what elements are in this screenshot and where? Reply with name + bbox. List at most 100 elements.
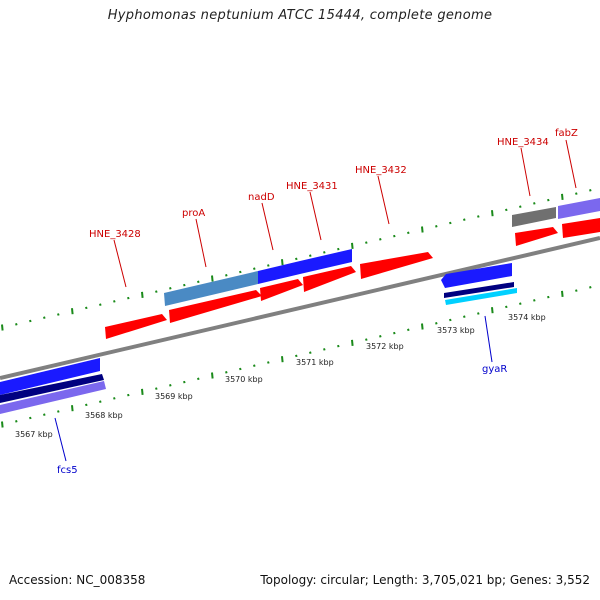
tick-mark xyxy=(323,251,326,254)
tick-mark xyxy=(281,356,284,363)
gene-bar-proa xyxy=(164,271,258,306)
tick-mark xyxy=(421,226,424,233)
accession-text: Accession: NC_008358 xyxy=(9,573,146,587)
gene-label-hne3431: HNE_3431 xyxy=(286,181,338,192)
tick-mark xyxy=(575,192,578,195)
tick-mark xyxy=(99,400,102,403)
reverse-features xyxy=(0,263,517,414)
gene-arrow-hne3434 xyxy=(515,227,558,246)
gene-bar-fabz xyxy=(558,198,600,219)
tick-mark xyxy=(155,387,158,390)
tick-mark xyxy=(253,267,256,270)
tick-mark xyxy=(281,259,284,266)
tick-mark xyxy=(463,315,466,318)
kbp-label: 3569 kbp xyxy=(155,392,193,401)
tick-mark xyxy=(197,377,200,381)
tick-mark xyxy=(379,335,382,338)
tick-mark xyxy=(435,322,438,325)
gene-bar-fcs5-navy xyxy=(0,374,104,403)
tick-mark xyxy=(99,303,102,306)
tick-mark xyxy=(309,351,312,354)
tick-mark xyxy=(295,354,298,358)
tick-mark xyxy=(253,364,256,367)
tick-mark xyxy=(491,210,494,217)
gene-label-gyar: gyaR xyxy=(482,364,507,375)
label-leaders xyxy=(54,139,577,462)
gene-arrow-proa xyxy=(169,290,262,323)
tick-mark xyxy=(295,257,298,261)
tick-mark xyxy=(141,388,144,395)
gene-bar-gyar-cyan xyxy=(445,288,517,305)
tick-mark xyxy=(141,291,144,298)
tick-mark xyxy=(435,225,438,228)
gene-label-nadd: nadD xyxy=(248,192,275,203)
reverse-gene-labels: fcs5 gyaR xyxy=(57,364,507,476)
tick-mark xyxy=(337,344,340,348)
tick-mark xyxy=(365,241,368,244)
gene-bar-fcs5-blue xyxy=(0,358,100,395)
tick-mark xyxy=(449,221,452,225)
tick-mark xyxy=(15,323,18,326)
gene-arrow-hne3428 xyxy=(105,314,167,339)
tick-mark xyxy=(519,205,522,208)
tick-mark xyxy=(155,290,158,293)
forward-features xyxy=(105,198,600,339)
gene-bar-gyar-navy xyxy=(444,282,514,298)
tick-mark xyxy=(71,405,74,412)
genome-backbone xyxy=(0,236,600,380)
tick-mark xyxy=(449,318,452,322)
tick-mark xyxy=(85,403,88,407)
tick-mark xyxy=(43,316,46,319)
forward-gene-labels: HNE_3428 proA nadD HNE_3431 HNE_3432 HNE… xyxy=(89,128,578,240)
tick-mark xyxy=(57,410,60,413)
tick-mark xyxy=(533,299,536,302)
gene-label-proa: proA xyxy=(182,208,205,219)
tick-mark xyxy=(113,397,116,400)
tick-mark xyxy=(505,305,508,309)
kbp-label: 3568 kbp xyxy=(85,411,123,420)
gene-arrow-nadd xyxy=(260,279,303,301)
tick-mark xyxy=(225,274,228,277)
tick-mark xyxy=(575,289,578,292)
tick-mark xyxy=(267,264,270,267)
tick-mark xyxy=(477,312,480,315)
tick-mark xyxy=(127,296,130,300)
tick-mark xyxy=(561,290,564,297)
tick-mark xyxy=(1,421,4,428)
gene-label-hne3434: HNE_3434 xyxy=(497,137,549,148)
tick-mark xyxy=(15,420,18,423)
tick-mark xyxy=(323,348,326,351)
kbp-label: 3571 kbp xyxy=(296,358,334,367)
tick-mark xyxy=(589,189,592,192)
tick-marks xyxy=(1,189,592,428)
tick-mark xyxy=(29,319,32,323)
tick-mark xyxy=(29,416,32,420)
tick-mark xyxy=(351,242,354,249)
tick-mark xyxy=(239,367,242,371)
tick-mark xyxy=(225,371,228,374)
tick-mark xyxy=(407,231,410,235)
tick-mark xyxy=(589,286,592,289)
gene-arrow-hne3431 xyxy=(303,266,356,292)
tick-mark xyxy=(183,380,186,384)
gene-bar-fcs5-purple xyxy=(0,381,106,414)
tick-mark xyxy=(267,361,270,364)
tick-mark xyxy=(169,384,172,387)
tick-mark xyxy=(407,328,410,332)
kbp-label: 3572 kbp xyxy=(366,342,404,351)
genome-summary-text: Topology: circular; Length: 3,705,021 bp… xyxy=(260,573,590,587)
tick-mark xyxy=(113,300,116,303)
tick-mark xyxy=(463,218,466,221)
gene-label-hne3428: HNE_3428 xyxy=(89,229,141,240)
kbp-labels: 3567 kbp 3568 kbp 3569 kbp 3570 kbp 3571… xyxy=(15,313,546,439)
gene-label-fcs5: fcs5 xyxy=(57,465,78,476)
kbp-label: 3570 kbp xyxy=(225,375,263,384)
tick-mark xyxy=(533,202,536,205)
tick-mark xyxy=(183,283,186,287)
gene-arrow-gyar xyxy=(441,263,512,288)
gene-arrow-fabz xyxy=(562,218,600,238)
kbp-label: 3567 kbp xyxy=(15,430,53,439)
tick-mark xyxy=(1,324,4,331)
tick-mark xyxy=(169,287,172,290)
